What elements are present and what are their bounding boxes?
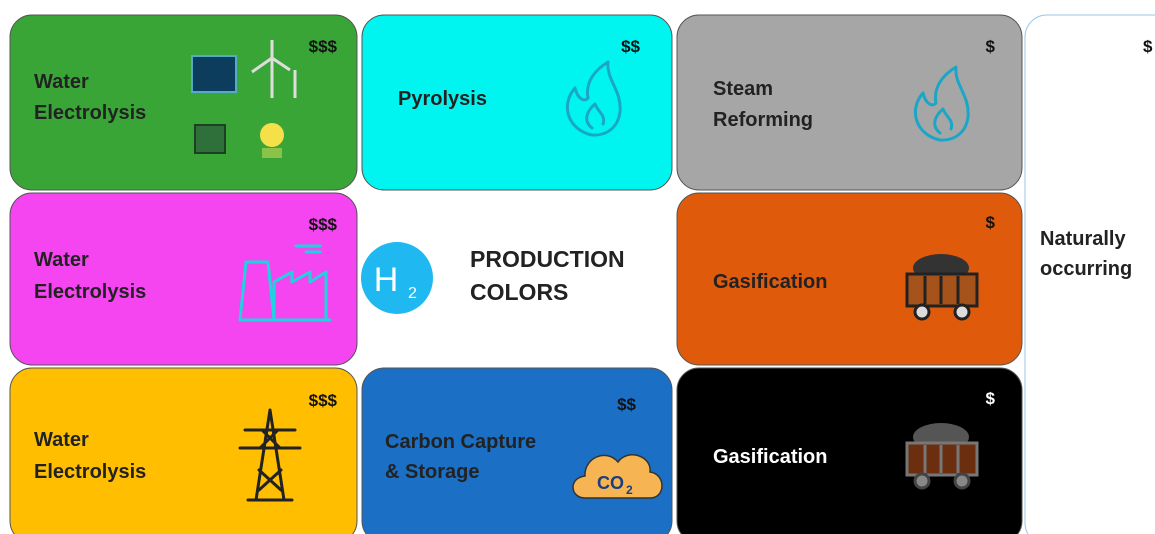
cost: $: [986, 389, 996, 408]
infographic: Water Electrolysis $$$ Pyrolysis $$ Stea…: [0, 0, 1155, 534]
cost: $$: [621, 37, 640, 56]
card-label: Gasification: [713, 271, 827, 293]
card-label: occurring: [1040, 258, 1132, 280]
h2-symbol: H: [374, 261, 399, 299]
card: [677, 15, 1022, 190]
card-label: Gasification: [713, 446, 827, 468]
center-title: COLORS: [470, 279, 568, 305]
card-label: Electrolysis: [34, 102, 146, 124]
card-label: Reforming: [713, 109, 813, 131]
card-label: Steam: [713, 78, 773, 100]
card-label: Carbon Capture: [385, 431, 536, 453]
center-title: PRODUCTION: [470, 246, 625, 272]
co2-text: CO: [597, 473, 624, 493]
center-logo: H 2 PRODUCTION COLORS: [361, 242, 625, 314]
page: Water Electrolysis $$$ Pyrolysis $$ Stea…: [0, 0, 1155, 534]
card-label: Water: [34, 71, 89, 93]
cost: $: [986, 37, 996, 56]
cost: $: [986, 213, 996, 232]
card-label: Naturally: [1040, 228, 1126, 250]
cost: $$$: [309, 215, 338, 234]
card-label: Water: [34, 249, 89, 271]
cost: $$$: [309, 37, 338, 56]
cost: $$$: [309, 391, 338, 410]
h2-subscript: 2: [408, 285, 417, 302]
card-label: Water: [34, 429, 89, 451]
card-label: Electrolysis: [34, 461, 146, 483]
cost: $: [1143, 37, 1153, 56]
cost: $$: [617, 395, 636, 414]
card: [10, 368, 357, 534]
co2-subscript: 2: [626, 483, 633, 497]
card-label: Electrolysis: [34, 281, 146, 303]
card-label: Pyrolysis: [398, 88, 487, 110]
card-label: & Storage: [385, 461, 479, 483]
card: [10, 193, 357, 365]
